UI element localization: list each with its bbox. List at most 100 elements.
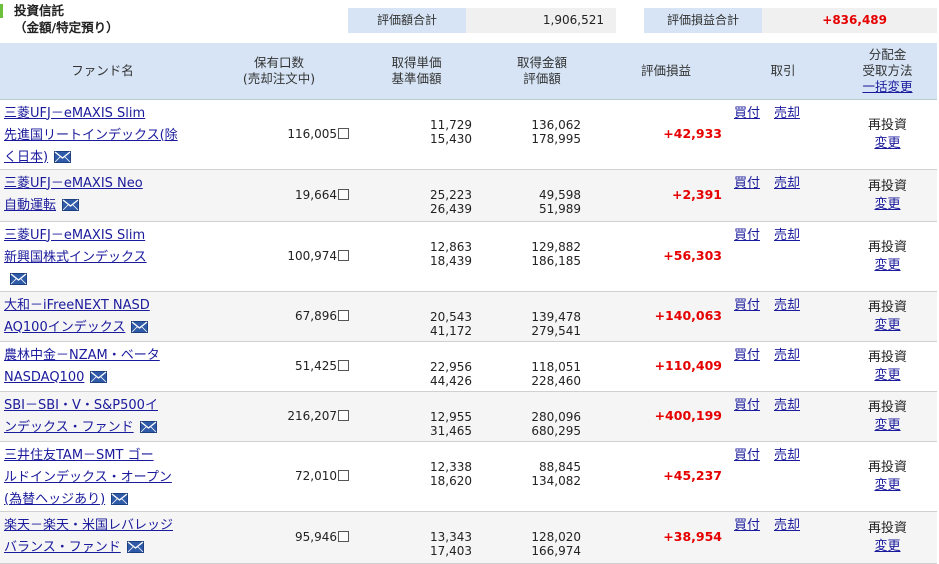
mail-icon[interactable] — [54, 148, 72, 163]
sell-link[interactable]: 売却 — [774, 227, 801, 243]
distribution-change-link[interactable]: 変更 — [874, 417, 901, 433]
fund-name-link[interactable]: 三菱UFJ－eMAXIS Neo — [4, 175, 143, 191]
distribution-change-link[interactable]: 変更 — [874, 196, 901, 212]
summary-bar: 投資信託 （金額/特定預り） 評価額合計 1,906,521 評価損益合計 +8… — [0, 0, 939, 42]
sell-order-checkbox[interactable] — [338, 309, 349, 321]
sell-order-checkbox[interactable] — [338, 469, 349, 481]
amount-cell: 280,096 680,295 — [480, 391, 604, 442]
fund-name-cell: 楽天－楽天・米国レバレッジ バランス・ファンド — [0, 511, 205, 564]
unit-cost-cell: 13,343 17,403 — [353, 511, 480, 564]
fund-name-link[interactable]: AQ100インデックス — [4, 319, 126, 335]
sell-order-checkbox[interactable] — [338, 249, 349, 261]
mail-icon[interactable] — [111, 490, 129, 505]
distribution-method: 再投資 — [867, 299, 907, 315]
buy-link[interactable]: 買付 — [734, 397, 761, 413]
buy-link[interactable]: 買付 — [734, 297, 761, 313]
fund-name-link[interactable]: ルドインデックス・オープン — [4, 469, 172, 485]
sell-order-checkbox[interactable] — [338, 188, 349, 200]
pl-cell: +38,954 — [604, 511, 728, 564]
distribution-change-link[interactable]: 変更 — [874, 135, 901, 151]
distribution-method: 再投資 — [867, 178, 907, 194]
fund-name-link[interactable]: 三菱UFJ－eMAXIS Slim — [4, 105, 146, 121]
unit-cost-value: 12,863 — [430, 239, 472, 254]
cost-amount-value: 49,598 — [539, 187, 581, 202]
units-cell: 19,664 — [205, 169, 353, 222]
fund-name-link[interactable]: 大和－iFreeNEXT NASD — [4, 297, 150, 313]
mail-icon[interactable] — [62, 196, 80, 211]
pl-value: +110,409 — [654, 358, 722, 373]
valuation-total-value: 1,906,521 — [466, 8, 616, 33]
sell-link[interactable]: 売却 — [774, 447, 801, 463]
section-title: 投資信託 （金額/特定預り） — [14, 2, 119, 36]
buy-link[interactable]: 買付 — [734, 175, 761, 191]
sell-link[interactable]: 売却 — [774, 397, 801, 413]
table-row: 三井住友TAM－SMT ゴー ルドインデックス・オープン (為替ヘッジあり) 72,0… — [0, 441, 937, 512]
sell-link[interactable]: 売却 — [774, 175, 801, 191]
fund-name-link[interactable]: く日本) — [4, 149, 49, 165]
sell-order-checkbox[interactable] — [338, 409, 349, 421]
nav-value: 18,439 — [430, 253, 472, 268]
sell-order-checkbox[interactable] — [338, 127, 349, 139]
trade-cell: 買付 売却 — [728, 441, 838, 512]
distribution-change-link[interactable]: 変更 — [874, 367, 901, 383]
nav-value: 18,620 — [430, 473, 472, 488]
fund-name-link[interactable]: ンデックス・ファンド — [4, 419, 134, 435]
fund-name-link[interactable]: (為替ヘッジあり) — [4, 491, 106, 507]
buy-link[interactable]: 買付 — [734, 347, 761, 363]
fund-name-link[interactable]: SBI－SBI・V・S&P500イ — [4, 397, 158, 413]
mail-icon[interactable] — [126, 538, 144, 553]
fund-name-link[interactable]: 新興国株式インデックス — [4, 249, 147, 265]
distribution-change-link[interactable]: 変更 — [874, 538, 901, 554]
mail-icon[interactable] — [139, 418, 157, 433]
fund-name-link[interactable]: 三井住友TAM－SMT ゴー — [4, 447, 154, 463]
buy-link[interactable]: 買付 — [734, 227, 761, 243]
units-value: 100,974 — [287, 248, 337, 263]
col-units: 保有口数 (売却注文中) — [205, 43, 353, 100]
mail-icon[interactable] — [90, 368, 108, 383]
distribution-change-link[interactable]: 変更 — [874, 477, 901, 493]
distribution-cell: 再投資 変更 — [838, 221, 937, 292]
mail-icon[interactable] — [131, 318, 149, 333]
fund-name-link[interactable]: NASDAQ100 — [4, 369, 85, 385]
fund-name-link[interactable]: 農林中金－NZAM・ベータ — [4, 347, 160, 363]
sell-link[interactable]: 売却 — [774, 105, 801, 121]
distribution-cell: 再投資 変更 — [838, 441, 937, 512]
valuation-value: 134,082 — [531, 473, 581, 488]
fund-name-link[interactable]: バランス・ファンド — [4, 539, 121, 555]
sell-link[interactable]: 売却 — [774, 347, 801, 363]
distribution-method: 再投資 — [867, 117, 907, 133]
valuation-value: 178,995 — [531, 131, 581, 146]
buy-link[interactable]: 買付 — [734, 447, 761, 463]
distribution-change-link[interactable]: 変更 — [874, 317, 901, 333]
units-cell: 216,207 — [205, 391, 353, 442]
sell-link[interactable]: 売却 — [774, 297, 801, 313]
table-row: 農林中金－NZAM・ベータ NASDAQ100 51,425 22,956 44,426… — [0, 341, 937, 392]
distribution-cell: 再投資 変更 — [838, 511, 937, 564]
fund-name-cell: 三井住友TAM－SMT ゴールドインデックス・オープン (為替ヘッジあり) — [0, 441, 205, 512]
bulk-change-link[interactable]: 一括変更 — [862, 78, 913, 94]
valuation-total-label: 評価額合計 — [348, 8, 466, 33]
distribution-change-link[interactable]: 変更 — [874, 257, 901, 273]
sell-order-checkbox[interactable] — [338, 530, 349, 542]
sell-order-checkbox[interactable] — [338, 359, 349, 371]
col-pl: 評価損益 — [604, 43, 728, 100]
sell-link[interactable]: 売却 — [774, 517, 801, 533]
fund-name-link[interactable]: 自動運転 — [4, 197, 57, 213]
col-fund-name: ファンド名 — [0, 43, 205, 100]
fund-name-link[interactable]: 三菱UFJ－eMAXIS Slim — [4, 227, 146, 243]
amount-cell: 128,020 166,974 — [480, 511, 604, 564]
buy-link[interactable]: 買付 — [734, 105, 761, 121]
buy-link[interactable]: 買付 — [734, 517, 761, 533]
valuation-value: 680,295 — [531, 423, 581, 438]
pl-total-label: 評価損益合計 — [644, 8, 762, 33]
unit-cost-cell: 12,955 31,465 — [353, 391, 480, 442]
cost-amount-value: 136,062 — [531, 117, 581, 132]
table-row: SBI－SBI・V・S&P500イ ンデックス・ファンド 216,207 12,955… — [0, 391, 937, 442]
mail-icon[interactable] — [10, 270, 27, 285]
units-cell: 67,896 — [205, 291, 353, 342]
nav-value: 26,439 — [430, 201, 472, 216]
fund-name-cell: 大和－iFreeNEXT NASD AQ100インデックス — [0, 291, 205, 342]
fund-name-link[interactable]: 楽天－楽天・米国レバレッジ — [4, 517, 174, 533]
fund-name-link[interactable]: 先進国リートインデックス(除 — [4, 127, 178, 143]
